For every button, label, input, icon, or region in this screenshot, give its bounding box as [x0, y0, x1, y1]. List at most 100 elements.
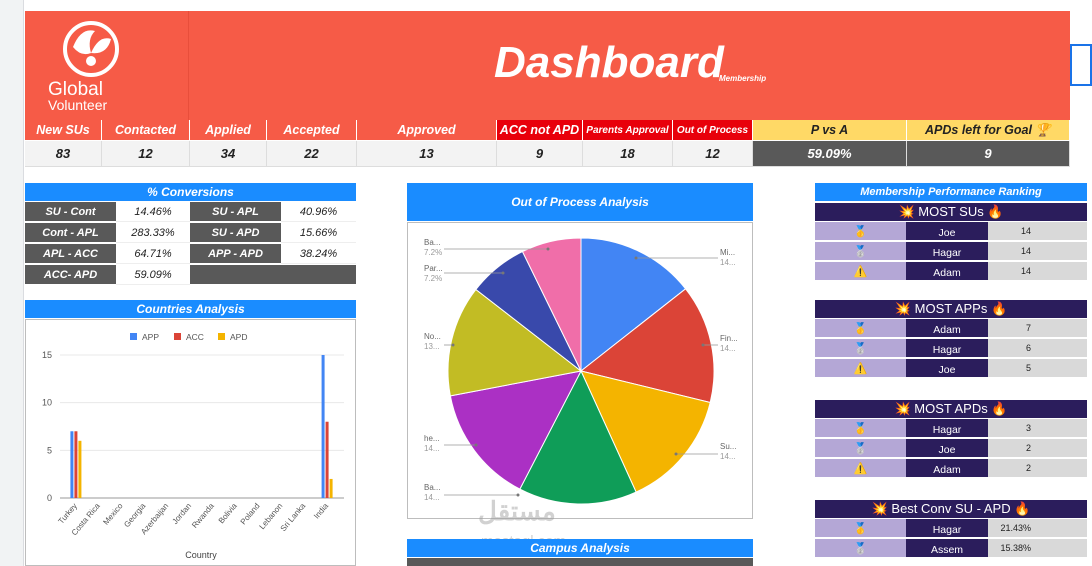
ranking-row: ⚠️ Adam 2 [815, 459, 1087, 478]
kpi-label: Accepted [267, 120, 357, 140]
out-of-process-chart-box[interactable]: Ba... 7.2% Par... 7.2% No... 13... he... 14... B… [407, 222, 753, 519]
x-tick-label: Rwanda [190, 501, 216, 530]
pie-callout-dot [451, 343, 455, 347]
pie-slice [519, 369, 637, 505]
ranking-name[interactable]: Adam [906, 459, 988, 478]
ranking-value[interactable]: 3 [988, 419, 1087, 438]
ranking-value[interactable]: 2 [988, 439, 1087, 458]
conversion-label: ACC- APD [25, 265, 116, 285]
medal-icon: 🥇 [815, 419, 906, 438]
kpi-value[interactable]: 12 [102, 141, 190, 167]
legend-swatch [130, 333, 137, 340]
pie-label-percent: 13... [424, 342, 440, 351]
x-tick-label: India [312, 501, 330, 520]
pie-label-percent: 14... [720, 258, 736, 267]
ranking-section-title: 💥 MOST APDs 🔥 [815, 400, 1087, 418]
ranking-value[interactable]: 2 [988, 459, 1087, 478]
conversion-value[interactable]: 59.09% [116, 265, 190, 285]
kpi-value[interactable]: 13 [357, 141, 497, 167]
global-volunteer-logo-icon [63, 21, 119, 77]
conversion-label: SU - APD [190, 223, 281, 243]
ranking-name[interactable]: Joe [906, 359, 988, 378]
pie-callout-dot [634, 256, 638, 260]
ranking-value[interactable]: 14 [988, 222, 1087, 241]
kpi-value[interactable]: 18 [583, 141, 673, 167]
kpi-value[interactable]: 12 [673, 141, 753, 167]
bar [78, 440, 82, 498]
countries-chart-box[interactable]: 0 5 10 15 APP ACC APD Turkey Costa Rica Mexico Geo… [25, 319, 356, 566]
legend-label: ACC [186, 332, 204, 342]
ranking-row: 🥇 Hagar 3 [815, 419, 1087, 438]
kpi-value[interactable]: 83 [25, 141, 102, 167]
ranking-value[interactable]: 5 [988, 359, 1087, 378]
pie-label-name: No... [424, 332, 441, 341]
kpi-value[interactable]: 9 [497, 141, 583, 167]
ranking-section-title: 💥 Best Conv SU - APD 🔥 [815, 500, 1087, 518]
ranking-value[interactable]: 21.43% [988, 519, 1087, 538]
medal-icon: 🥈 [815, 339, 906, 358]
conversion-value[interactable]: 40.96% [281, 202, 356, 222]
ranking-value[interactable]: 6 [988, 339, 1087, 358]
pie-label-name: he... [424, 434, 440, 443]
ranking-row: 🥈 Hagar 6 [815, 339, 1087, 358]
conversion-value[interactable]: 14.46% [116, 202, 190, 222]
pie-slice [449, 370, 582, 490]
medal-icon: 🥈 [815, 242, 906, 261]
ranking-value[interactable]: 15.38% [988, 539, 1087, 558]
pie-label-percent: 14... [720, 344, 736, 353]
x-axis-title: Country [185, 550, 217, 560]
x-tick-label: Sri Lanka [279, 501, 308, 533]
pie-callout-dot [674, 452, 678, 456]
pie-callout-dot [546, 247, 550, 251]
kpi-label: ACC not APD [497, 120, 583, 140]
kpi-label: Applied [190, 120, 267, 140]
ranking-value[interactable]: 14 [988, 242, 1087, 261]
ranking-name[interactable]: Adam [906, 262, 988, 281]
out-of-process-title: Out of Process Analysis [407, 183, 753, 221]
kpi-value[interactable]: 34 [190, 141, 267, 167]
ranking-value[interactable]: 14 [988, 262, 1087, 281]
ranking-name[interactable]: Joe [906, 439, 988, 458]
campus-table-header [407, 558, 753, 566]
ranking-name[interactable]: Joe [906, 222, 988, 241]
ranking-name[interactable]: Hagar [906, 242, 988, 261]
ranking-name[interactable]: Hagar [906, 419, 988, 438]
conversion-row: Cont - APL 283.33% SU - APD 15.66% [25, 223, 356, 243]
pie-slice [447, 288, 583, 397]
kpi-value[interactable]: 9 [907, 141, 1070, 167]
legend-swatch [174, 333, 181, 340]
kpi-label: Parents Approval [583, 120, 673, 140]
conversion-value[interactable]: 38.24% [281, 244, 356, 264]
bar [321, 355, 325, 498]
ranking-row: 🥈 Joe 2 [815, 439, 1087, 458]
conversion-value[interactable]: 15.66% [281, 223, 356, 243]
legend-swatch [218, 333, 225, 340]
kpi-value[interactable]: 22 [267, 141, 357, 167]
selected-cell-indicator[interactable] [1070, 44, 1092, 86]
campus-title: Campus Analysis [407, 539, 753, 557]
pie-slice [580, 370, 711, 493]
ranking-name[interactable]: Hagar [906, 519, 988, 538]
pie-callout-dot [474, 443, 478, 447]
conversion-label: SU - Cont [25, 202, 116, 222]
kpi-value[interactable]: 59.09% [753, 141, 907, 167]
conversions-title: % Conversions [25, 183, 356, 201]
ranking-name[interactable]: Hagar [906, 339, 988, 358]
x-tick-label: Turkey [57, 502, 79, 526]
medal-icon: ⚠️ [815, 459, 906, 478]
conversion-label: APP - APD [190, 244, 281, 264]
conversion-value[interactable]: 64.71% [116, 244, 190, 264]
row-header-gutter [0, 0, 24, 566]
countries-title: Countries Analysis [25, 300, 356, 318]
kpi-label: Approved [357, 120, 497, 140]
logo-text-volunteer: Volunteer [48, 97, 108, 113]
ranking-name[interactable]: Assem [906, 539, 988, 558]
conversion-value[interactable]: 283.33% [116, 223, 190, 243]
pie-callout-dot [701, 343, 705, 347]
y-tick-label: 10 [42, 398, 52, 408]
ranking-row: ⚠️ Adam 14 [815, 262, 1087, 281]
ranking-name[interactable]: Adam [906, 319, 988, 338]
ranking-value[interactable]: 7 [988, 319, 1087, 338]
